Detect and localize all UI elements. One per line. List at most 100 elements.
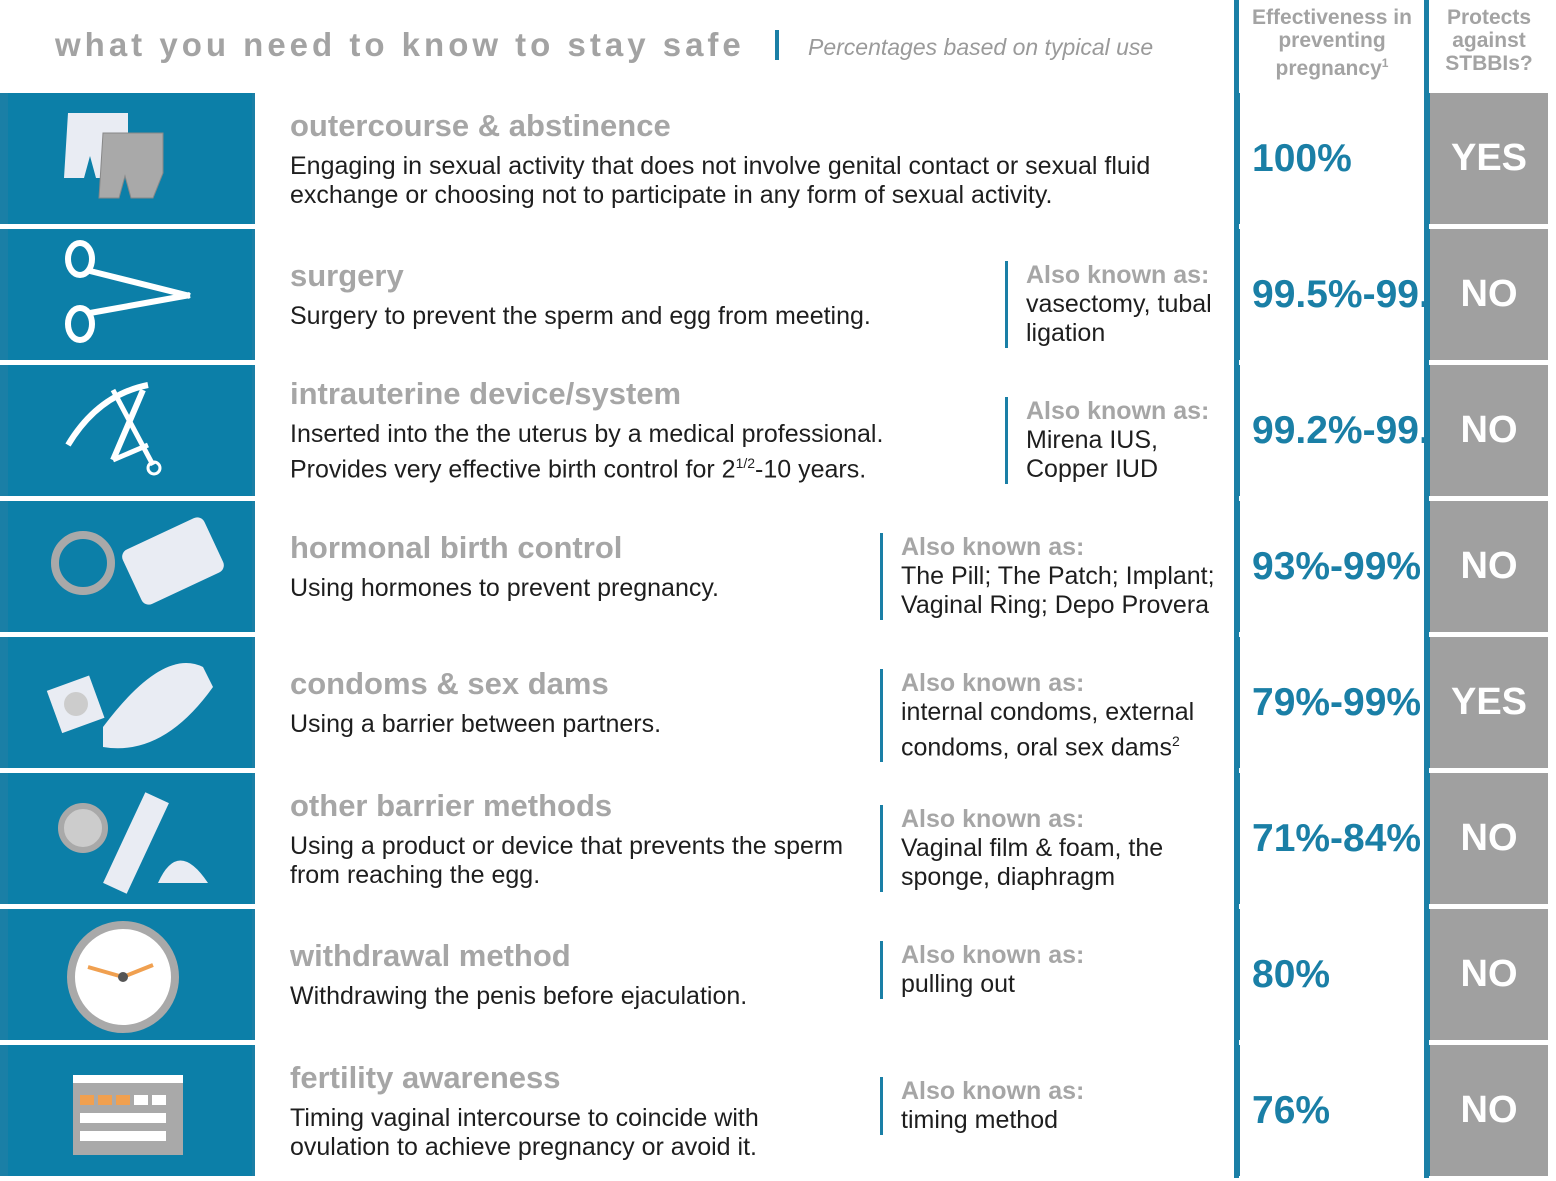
method-text: surgery Surgery to prevent the sperm and … (290, 229, 985, 360)
effectiveness-cell: 79%-99% (1240, 637, 1424, 768)
icon (65, 382, 162, 476)
method-content: condoms & sex dams Using a barrier betwee… (255, 637, 1234, 768)
protects: NO (1430, 365, 1548, 496)
effectiveness-cell: 99.2%-99.8% (1240, 365, 1487, 496)
method-name: condoms & sex dams (290, 666, 609, 701)
effectiveness-cell: 76% (1240, 1045, 1424, 1176)
table-row: other barrier methods Using a product or … (0, 773, 1556, 904)
protects: YES (1430, 93, 1548, 224)
description-text: Using hormones to prevent pregnancy. (290, 574, 719, 602)
table-row: fertility awareness Timing vaginal interc… (0, 1045, 1556, 1176)
aka-label: Also known as: (1026, 261, 1210, 289)
footnote: 1 (1381, 56, 1389, 70)
method-icon (8, 909, 252, 1040)
separator (775, 30, 779, 60)
header-title: what you need to know to stay safe (55, 26, 745, 63)
effectiveness-cell: 71%-84% (1240, 773, 1424, 904)
method-name: withdrawal method (290, 938, 571, 973)
column-heading: Protects against STBBIs? (1445, 6, 1533, 75)
method-text: withdrawal method Withdrawing the penis b… (290, 909, 860, 1040)
method-text: other barrier methods Using a product or … (290, 773, 860, 904)
description-text: -10 years. (755, 455, 867, 484)
icon (65, 240, 191, 343)
effectiveness: 93%-99% (1252, 544, 1422, 588)
description-text: Withdrawing the penis before ejaculation… (290, 982, 748, 1010)
table-row: intrauterine device/system Inserted into … (0, 365, 1556, 496)
description-text: Inserted into the the uterus by a medica… (290, 420, 884, 484)
table-row: surgery Surgery to prevent the sperm and … (0, 229, 1556, 360)
icon (73, 1075, 183, 1155)
icon (46, 663, 213, 749)
description-text: Using a barrier between partners. (290, 710, 662, 738)
method-icon (8, 1045, 252, 1176)
header-subtitle: Percentages based on typical use (808, 34, 1154, 60)
effectiveness: 80% (1252, 952, 1331, 996)
method-icon (8, 773, 252, 904)
icon (67, 921, 179, 1033)
protects: NO (1430, 909, 1548, 1040)
description-text: Surgery to prevent the sperm and egg fro… (290, 302, 871, 330)
method-name: intrauterine device/system (290, 376, 682, 412)
table-row: hormonal birth control Using hormones to … (0, 501, 1556, 632)
method-icon (8, 229, 252, 360)
effectiveness: 99.2%-99.8% (1252, 408, 1487, 452)
method-description: Using a product or device that prevents … (290, 832, 860, 890)
aka-value: vasectomy, tubal ligation (1026, 290, 1231, 348)
method-name: fertility awareness (290, 1059, 561, 1095)
aka-value: internal condoms, external condoms, oral… (901, 698, 1231, 762)
edge (1548, 501, 1556, 632)
protects: YES (1430, 637, 1548, 768)
also-known-as: Also known as: Vaginal film & foam, the s… (880, 805, 1231, 892)
method-content: surgery Surgery to prevent the sperm and … (255, 229, 1234, 360)
method-name: outercourse & abstinence (290, 107, 671, 143)
edge (1548, 773, 1556, 904)
heading-text: Effectiveness in preventing pregnancy (1252, 6, 1412, 80)
method-name: surgery (290, 258, 404, 293)
table-row: outercourse & abstinence Engaging in sexu… (0, 93, 1556, 224)
icon (64, 113, 164, 199)
aka-label: Also known as: (901, 1077, 1085, 1105)
aka-label: Also known as: (1026, 397, 1210, 425)
method-icon (8, 93, 252, 224)
method-icon (8, 501, 252, 632)
aka-value: timing method (901, 1106, 1231, 1135)
table-row: withdrawal method Withdrawing the penis b… (0, 909, 1556, 1040)
method-description: Inserted into the the uterus by a medica… (290, 420, 985, 484)
protects: NO (1430, 229, 1548, 360)
aka-label: Also known as: (901, 669, 1085, 697)
superscript: 1/2 (735, 455, 756, 472)
protects: NO (1430, 773, 1548, 904)
method-content: hormonal birth control Using hormones to … (255, 501, 1234, 632)
method-content: withdrawal method Withdrawing the penis b… (255, 909, 1234, 1040)
aka-text: internal condoms, external condoms, oral… (901, 698, 1195, 762)
aka-text: Vaginal film & foam, the sponge, diaphra… (901, 834, 1164, 891)
method-content: other barrier methods Using a product or … (255, 773, 1234, 904)
edge (1548, 1045, 1556, 1176)
edge (1548, 909, 1556, 1040)
aka-text: timing method (901, 1106, 1059, 1134)
method-content: fertility awareness Timing vaginal interc… (255, 1045, 1234, 1176)
aka-text: The Pill; The Patch; Implant; Vaginal Ri… (901, 562, 1215, 619)
edge (1548, 93, 1556, 224)
aka-label: Also known as: (901, 941, 1085, 969)
icon (51, 517, 224, 605)
effectiveness: 79%-99% (1252, 680, 1422, 724)
aka-label: Also known as: (901, 533, 1085, 561)
effectiveness: 71%-84% (1252, 816, 1422, 860)
effectiveness: 76% (1252, 1088, 1331, 1132)
method-name: hormonal birth control (290, 530, 623, 565)
method-description: Surgery to prevent the sperm and egg fro… (290, 302, 985, 331)
aka-text: pulling out (901, 970, 1015, 998)
aka-value: Vaginal film & foam, the sponge, diaphra… (901, 834, 1231, 892)
aka-value: The Pill; The Patch; Implant; Vaginal Ri… (901, 562, 1231, 620)
method-text: outercourse & abstinence Engaging in sexu… (290, 93, 1190, 224)
method-content: outercourse & abstinence Engaging in sexu… (255, 93, 1234, 224)
edge (1548, 365, 1556, 496)
protects: NO (1430, 501, 1548, 632)
edge (1548, 229, 1556, 360)
edge (1548, 637, 1556, 768)
method-description: Using a barrier between partners. (290, 710, 860, 739)
aka-text: Mirena IUS, Copper IUD (1026, 426, 1158, 483)
method-text: condoms & sex dams Using a barrier betwee… (290, 637, 860, 768)
